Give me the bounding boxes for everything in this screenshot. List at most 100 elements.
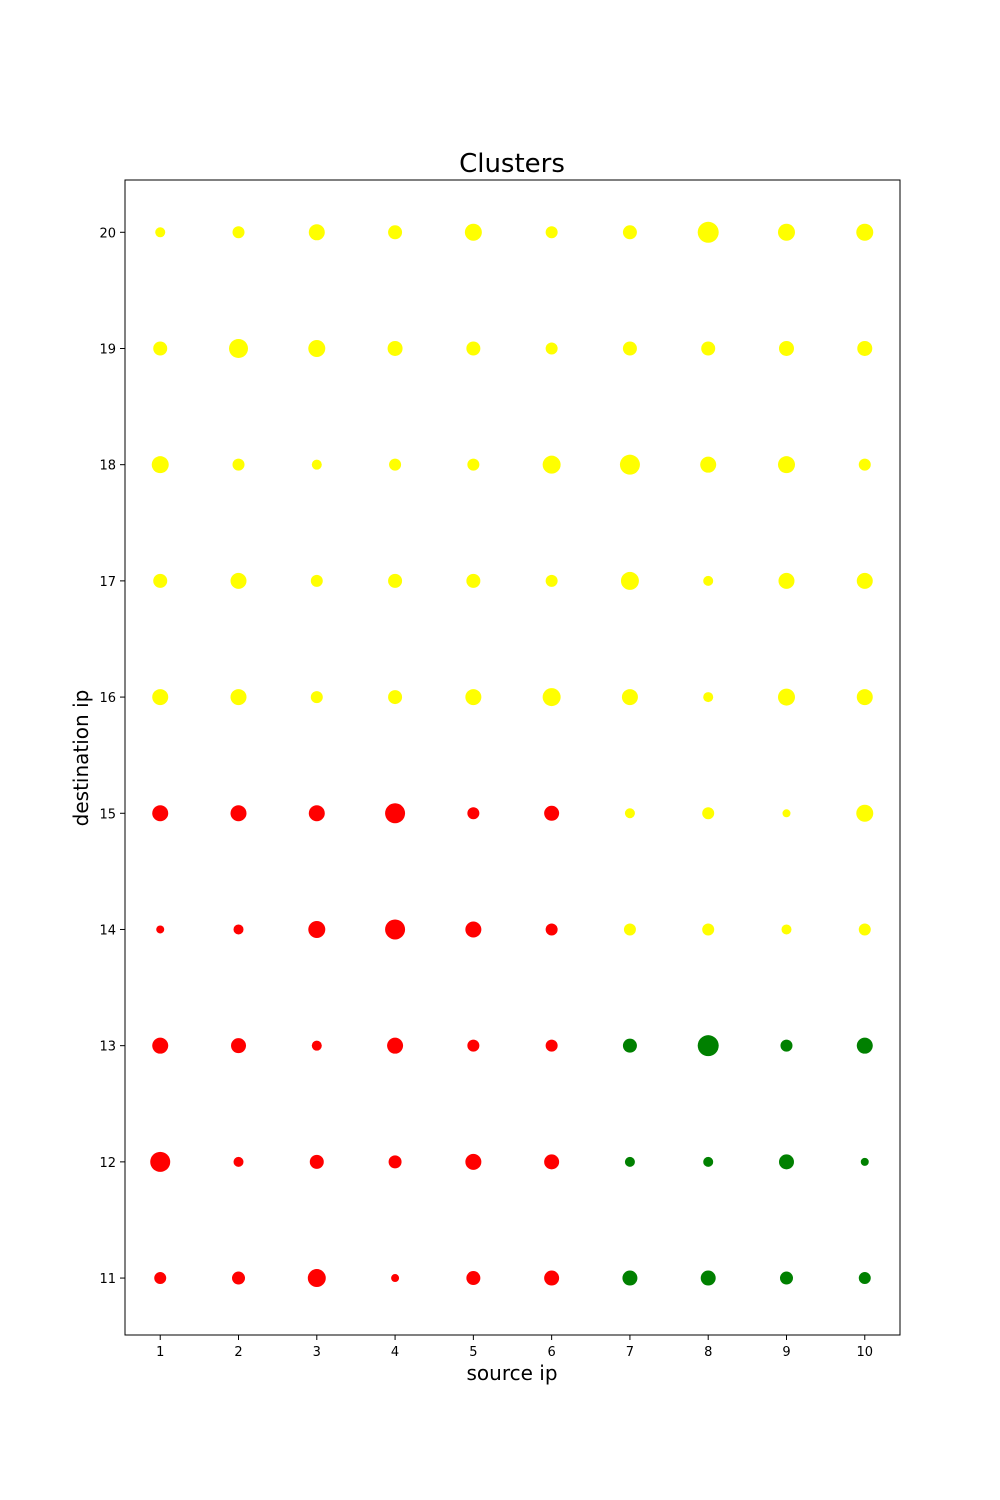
scatter-point [544,1154,560,1170]
scatter-point [622,1270,638,1286]
scatter-point [545,923,558,936]
x-tick-label: 6 [548,1345,556,1360]
y-tick-label: 11 [99,1272,116,1287]
scatter-point [702,807,715,820]
scatter-point [156,925,165,934]
scatter-point [232,458,245,471]
scatter-point [465,689,482,706]
y-tick-label: 14 [99,923,116,938]
scatter-point [544,805,560,821]
scatter-point [778,1154,794,1170]
scatter-point [154,1272,167,1285]
x-tick-label: 10 [856,1345,873,1360]
plot-frame [124,179,901,1336]
scatter-point [542,455,561,474]
scatter-point [308,805,325,822]
scatter-point [697,1035,719,1057]
scatter-point [703,575,714,586]
y-axis: 11 12 13 14 15 16 17 18 19 20 [99,226,125,1287]
scatter-point [858,458,871,471]
scatter-point [466,1271,481,1286]
scatter-point [310,574,323,587]
y-axis-title: destination ip [69,690,93,827]
scatter-point [700,1270,716,1286]
scatter-point [856,1037,873,1054]
scatter-point [388,690,403,705]
scatter-point [385,919,406,940]
scatter-point [308,224,325,241]
y-tick-label: 20 [99,226,116,241]
scatter-point [779,1271,793,1285]
x-tick-label: 7 [626,1345,634,1360]
scatter-point [467,1039,480,1052]
scatter-point [152,689,169,706]
scatter-point [621,689,638,706]
scatter-point [700,456,717,473]
scatter-point [308,339,326,357]
scatter-point [860,1157,869,1166]
scatter-point [230,805,247,822]
scatter-point [150,1151,171,1172]
scatter-point [387,340,403,356]
scatter-point [310,691,323,704]
chart-title: Clusters [459,149,565,179]
scatter-point [391,1274,400,1283]
y-tick-label: 15 [99,807,116,822]
scatter-point [777,456,795,474]
x-axis: 1 2 3 4 5 6 7 8 9 10 [156,1335,873,1360]
scatter-point [155,227,166,238]
scatter-point [778,572,795,589]
scatter-point [619,454,640,475]
x-tick-label: 5 [469,1345,477,1360]
scatter-point [778,340,794,356]
scatter-point [388,225,403,240]
scatter-point [624,1156,635,1167]
scatter-point [307,1269,326,1288]
scatter-point [308,920,326,938]
scatter-point [387,1037,404,1054]
scatter-point [467,807,480,820]
scatter-point [389,458,402,471]
scatter-point [780,1039,793,1052]
scatter-point [545,226,558,239]
scatter-point [622,341,637,356]
scatter-point [702,923,715,936]
scatter-point [856,223,874,241]
scatter-point [701,341,716,356]
scatter-point [231,1038,247,1054]
scatter-point [622,1038,637,1053]
scatter-point [782,809,791,818]
scatter-point [777,688,795,706]
scatter-point [544,1270,560,1286]
scatter-point [464,223,482,241]
scatter-point [388,573,403,588]
scatter-point [466,341,481,356]
scatter-point [230,572,247,589]
scatter-point [385,803,406,824]
x-tick-label: 2 [234,1345,242,1360]
scatter-point [623,923,636,936]
scatter-point [466,573,481,588]
y-tick-label: 12 [99,1156,116,1171]
scatter-point [229,338,249,358]
points-layer [150,221,874,1288]
scatter-point [545,342,558,355]
x-axis-title: source ip [466,1361,557,1385]
scatter-point [703,692,714,703]
x-tick-label: 3 [313,1345,321,1360]
scatter-point [233,924,244,935]
scatter-point [152,1037,169,1054]
scatter-point [545,574,558,587]
scatter-point [697,221,719,243]
scatter-point [858,923,871,936]
scatter-point [311,1040,322,1051]
y-tick-label: 17 [99,575,116,590]
scatter-point [703,1156,714,1167]
scatter-point [151,456,169,474]
scatter-point [545,1039,558,1052]
scatter-point [465,921,482,938]
scatter-point [624,808,635,819]
scatter-point [777,223,795,241]
scatter-point [857,340,873,356]
scatter-point [467,458,480,471]
